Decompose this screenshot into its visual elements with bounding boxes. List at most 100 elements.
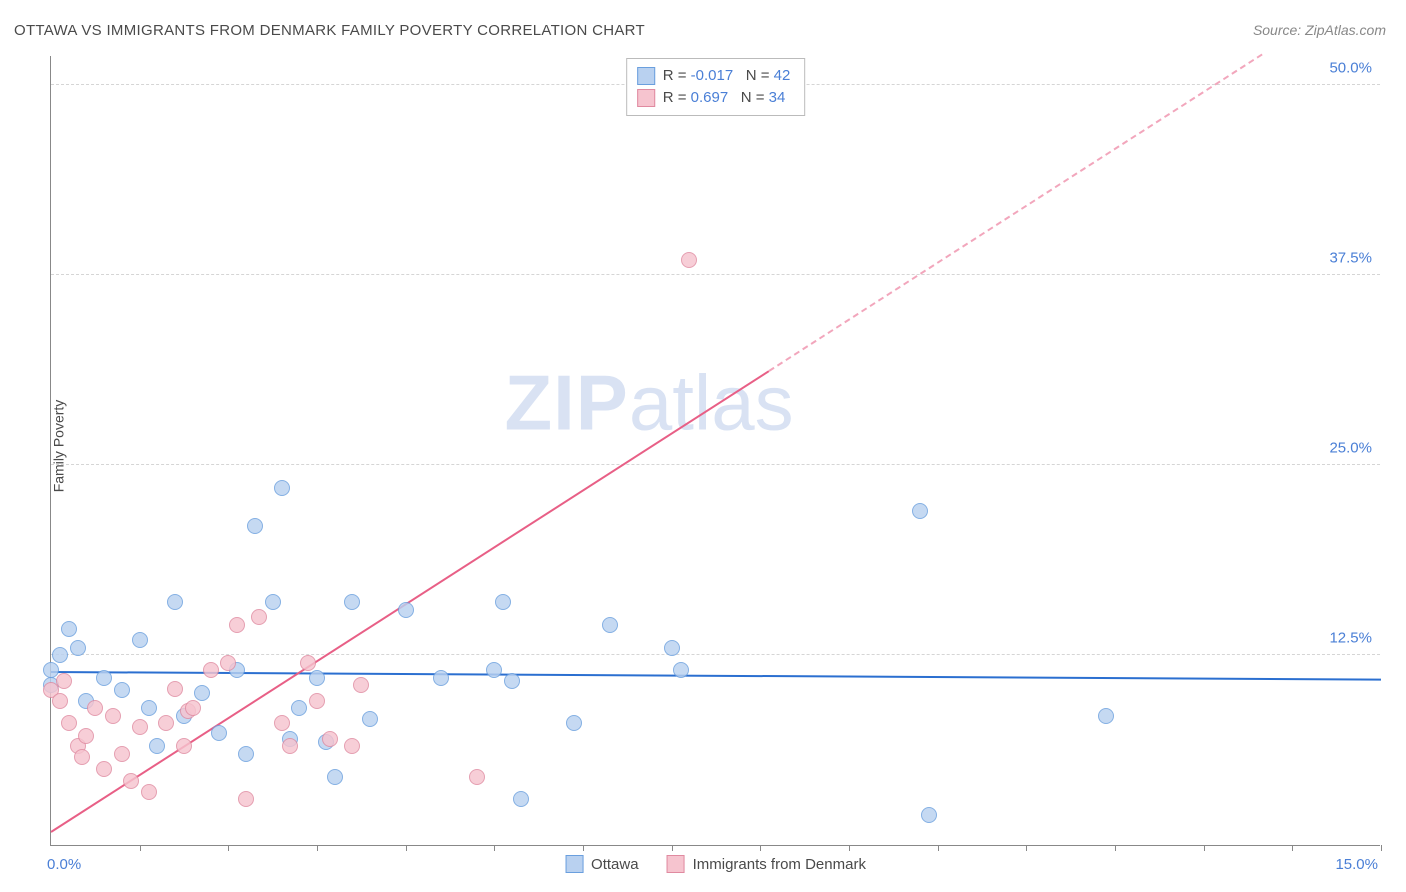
series-legend: Ottawa Immigrants from Denmark	[565, 855, 866, 873]
scatter-point	[185, 700, 201, 716]
x-min-label: 0.0%	[47, 856, 81, 873]
gridline	[51, 274, 1380, 275]
scatter-point	[87, 700, 103, 716]
x-tick	[938, 845, 939, 851]
scatter-point	[78, 728, 94, 744]
y-tick-label: 25.0%	[1329, 440, 1372, 457]
x-tick	[228, 845, 229, 851]
scatter-point	[114, 746, 130, 762]
scatter-point	[52, 693, 68, 709]
x-tick	[760, 845, 761, 851]
scatter-point	[74, 749, 90, 765]
correlation-legend-row: R = -0.017 N = 42	[637, 65, 791, 87]
scatter-point	[114, 682, 130, 698]
source-attribution: Source: ZipAtlas.com	[1253, 22, 1386, 38]
series-legend-label: Ottawa	[591, 856, 639, 873]
scatter-point	[912, 503, 928, 519]
x-tick	[1204, 845, 1205, 851]
scatter-point	[362, 711, 378, 727]
x-tick	[140, 845, 141, 851]
chart-title: OTTAWA VS IMMIGRANTS FROM DENMARK FAMILY…	[14, 22, 645, 39]
x-tick	[1381, 845, 1382, 851]
legend-swatch	[667, 855, 685, 873]
series-legend-item: Immigrants from Denmark	[667, 855, 866, 873]
scatter-point	[495, 594, 511, 610]
correlation-values: R = -0.017 N = 42	[663, 65, 791, 87]
scatter-point	[96, 761, 112, 777]
scatter-point	[602, 617, 618, 633]
x-tick	[672, 845, 673, 851]
scatter-point	[433, 670, 449, 686]
gridline	[51, 464, 1380, 465]
y-tick-label: 50.0%	[1329, 60, 1372, 77]
scatter-point	[56, 673, 72, 689]
x-tick	[406, 845, 407, 851]
scatter-point	[504, 673, 520, 689]
scatter-point	[274, 480, 290, 496]
scatter-point	[238, 791, 254, 807]
scatter-point	[282, 738, 298, 754]
x-max-label: 15.0%	[1335, 856, 1378, 873]
series-legend-label: Immigrants from Denmark	[693, 856, 866, 873]
scatter-point	[238, 746, 254, 762]
x-tick	[317, 845, 318, 851]
scatter-point	[176, 738, 192, 754]
x-tick	[1026, 845, 1027, 851]
scatter-point	[229, 617, 245, 633]
scatter-point	[513, 791, 529, 807]
scatter-point	[158, 715, 174, 731]
scatter-point	[211, 725, 227, 741]
scatter-point	[921, 807, 937, 823]
legend-swatch	[637, 67, 655, 85]
scatter-point	[681, 252, 697, 268]
scatter-point	[300, 655, 316, 671]
scatter-point	[673, 662, 689, 678]
scatter-point	[194, 685, 210, 701]
scatter-point	[132, 719, 148, 735]
scatter-point	[291, 700, 307, 716]
x-tick	[583, 845, 584, 851]
scatter-point	[251, 609, 267, 625]
y-tick-label: 37.5%	[1329, 250, 1372, 267]
scatter-point	[105, 708, 121, 724]
scatter-point	[265, 594, 281, 610]
scatter-point	[322, 731, 338, 747]
scatter-point	[274, 715, 290, 731]
scatter-point	[247, 518, 263, 534]
scatter-point	[353, 677, 369, 693]
scatter-point	[1098, 708, 1114, 724]
scatter-point	[327, 769, 343, 785]
scatter-plot-area: ZIPatlas 12.5%25.0%37.5%50.0%0.0%15.0%R …	[50, 56, 1380, 846]
legend-swatch	[637, 89, 655, 107]
legend-swatch	[565, 855, 583, 873]
watermark: ZIPatlas	[504, 358, 793, 449]
scatter-point	[344, 594, 360, 610]
correlation-values: R = 0.697 N = 34	[663, 87, 786, 109]
scatter-point	[309, 693, 325, 709]
scatter-point	[141, 700, 157, 716]
correlation-legend-row: R = 0.697 N = 34	[637, 87, 791, 109]
x-tick	[1115, 845, 1116, 851]
scatter-point	[309, 670, 325, 686]
gridline	[51, 654, 1380, 655]
scatter-point	[220, 655, 236, 671]
scatter-point	[149, 738, 165, 754]
correlation-legend: R = -0.017 N = 42R = 0.697 N = 34	[626, 58, 806, 116]
scatter-point	[486, 662, 502, 678]
x-tick	[1292, 845, 1293, 851]
scatter-point	[61, 621, 77, 637]
scatter-point	[469, 769, 485, 785]
series-legend-item: Ottawa	[565, 855, 639, 873]
scatter-point	[167, 681, 183, 697]
scatter-point	[96, 670, 112, 686]
scatter-point	[70, 640, 86, 656]
scatter-point	[141, 784, 157, 800]
scatter-point	[61, 715, 77, 731]
y-tick-label: 12.5%	[1329, 630, 1372, 647]
trend-line	[51, 671, 1381, 681]
trend-line	[50, 370, 769, 833]
scatter-point	[203, 662, 219, 678]
scatter-point	[344, 738, 360, 754]
scatter-point	[52, 647, 68, 663]
scatter-point	[132, 632, 148, 648]
